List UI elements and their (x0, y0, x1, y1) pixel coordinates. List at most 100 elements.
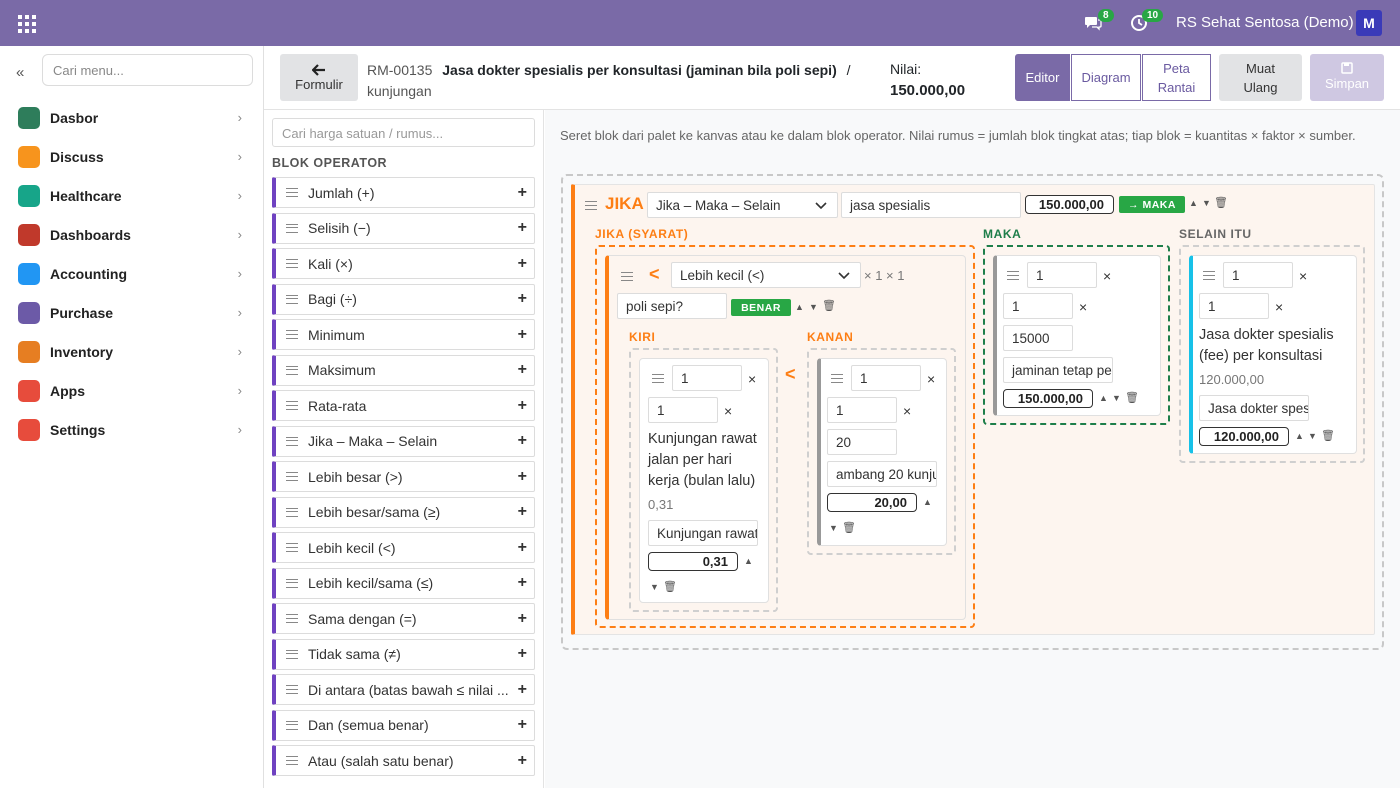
add-block-icon[interactable]: + (517, 538, 527, 556)
if-type-select[interactable]: Jika – Maka – Selain (647, 192, 838, 218)
if-note-input[interactable]: jasa spesialis (841, 192, 1021, 218)
add-block-icon[interactable]: + (517, 183, 527, 201)
add-block-icon[interactable]: + (517, 361, 527, 378)
left-operand-dropzone[interactable]: 1 × 1 × Kunjungan rawat jalan per hari k… (629, 348, 778, 612)
drag-handle-icon[interactable] (286, 436, 298, 446)
left-factor-input[interactable]: 1 (648, 397, 718, 423)
drag-handle-icon[interactable] (1203, 271, 1215, 280)
drag-handle-icon[interactable] (831, 374, 843, 383)
palette-block-item[interactable]: Jumlah (+) + (272, 177, 535, 208)
palette-block-item[interactable]: Atau (salah satu benar) + (272, 745, 535, 776)
sidebar-item[interactable]: Dasbor › (0, 98, 264, 137)
app-menu-icon[interactable] (18, 15, 36, 33)
add-block-icon[interactable]: + (517, 574, 527, 591)
if-block[interactable]: JIKA Jika – Maka – Selain jasa spesialis… (571, 184, 1375, 635)
right-note-input[interactable]: ambang 20 kunjungan (827, 461, 937, 487)
drag-handle-icon[interactable] (286, 543, 298, 552)
move-down-icon[interactable]: ▼ (650, 582, 659, 592)
delete-icon[interactable]: 🗑 (1321, 430, 1335, 442)
delete-icon[interactable]: 🗑 (1214, 197, 1228, 209)
palette-block-item[interactable]: Di antara (batas bawah ≤ nilai ... + (272, 674, 535, 705)
drag-handle-icon[interactable] (286, 614, 298, 623)
sidebar-item[interactable]: Purchase › (0, 293, 264, 332)
drag-handle-icon[interactable] (286, 472, 298, 481)
then-factor-input[interactable]: 1 (1003, 293, 1073, 319)
palette-block-item[interactable]: Kali (×) + (272, 248, 535, 279)
then-qty-input[interactable]: 1 (1027, 262, 1097, 288)
delete-icon[interactable]: 🗑 (842, 522, 856, 534)
drag-handle-icon[interactable] (286, 223, 298, 233)
move-down-icon[interactable]: ▼ (809, 302, 818, 312)
drag-handle-icon[interactable] (286, 259, 298, 268)
drag-handle-icon[interactable] (286, 188, 298, 197)
right-factor-input[interactable]: 1 (827, 397, 897, 423)
company-switcher[interactable]: RS Sehat Sentosa (Demo) (1176, 14, 1354, 31)
right-const-input[interactable]: 20 (827, 429, 897, 455)
drag-handle-icon[interactable] (286, 649, 298, 659)
cond-type-select[interactable]: Lebih kecil (<) (671, 262, 861, 288)
move-up-icon[interactable]: ▲ (1099, 393, 1108, 403)
else-note-input[interactable]: Jasa dokter spesialis (1199, 395, 1309, 421)
sidebar-item[interactable]: Inventory › (0, 332, 264, 371)
drag-handle-icon[interactable] (286, 401, 298, 410)
view-peta-rantai-button[interactable]: Peta Rantai (1142, 54, 1211, 101)
palette-block-item[interactable]: Bagi (÷) + (272, 283, 535, 315)
move-down-icon[interactable]: ▼ (1308, 431, 1317, 441)
view-editor-button[interactable]: Editor (1015, 54, 1070, 101)
delete-icon[interactable]: 🗑 (1125, 392, 1139, 404)
activities-button[interactable]: 10 (1130, 9, 1164, 35)
sidebar-item[interactable]: Discuss › (0, 137, 264, 176)
drag-handle-icon[interactable] (286, 578, 298, 588)
drag-handle-icon[interactable] (585, 201, 597, 210)
left-qty-input[interactable]: 1 (672, 365, 742, 391)
move-up-icon[interactable]: ▲ (795, 302, 804, 312)
add-block-icon[interactable]: + (517, 716, 527, 733)
move-down-icon[interactable]: ▼ (1202, 198, 1211, 208)
palette-block-item[interactable]: Lebih kecil (<) + (272, 532, 535, 563)
sidebar-item[interactable]: Accounting › (0, 254, 264, 293)
add-block-icon[interactable]: + (517, 432, 527, 449)
messages-button[interactable]: 8 (1084, 9, 1114, 35)
condition-dropzone[interactable]: < Lebih kecil (<) × 1 × 1 poli sepi? BEN… (595, 245, 975, 628)
editor-canvas[interactable]: JIKA Jika – Maka – Selain jasa spesialis… (561, 174, 1384, 650)
then-note-input[interactable]: jaminan tetap per (1003, 357, 1113, 383)
palette-block-item[interactable]: Rata-rata + (272, 390, 535, 421)
add-block-icon[interactable]: + (517, 503, 527, 520)
add-block-icon[interactable]: + (517, 680, 527, 698)
menu-search-input[interactable]: Cari menu... (42, 54, 253, 86)
add-block-icon[interactable]: + (517, 325, 527, 343)
then-const-input[interactable]: 15000 (1003, 325, 1073, 351)
back-to-form-button[interactable]: Formulir (280, 54, 358, 101)
drag-handle-icon[interactable] (652, 374, 664, 383)
add-block-icon[interactable]: + (517, 609, 527, 627)
drag-handle-icon[interactable] (286, 507, 298, 517)
sidebar-item[interactable]: Dashboards › (0, 215, 264, 254)
right-operand-dropzone[interactable]: 1 × 1 × 20 ambang 20 kunjungan 20,00 ▲ ▼… (807, 348, 956, 555)
add-block-icon[interactable]: + (517, 290, 527, 307)
sidebar-item[interactable]: Apps › (0, 371, 264, 410)
add-block-icon[interactable]: + (517, 254, 527, 272)
user-avatar[interactable]: M (1356, 10, 1382, 36)
else-qty-input[interactable]: 1 (1223, 262, 1293, 288)
save-button[interactable]: Simpan (1310, 54, 1384, 101)
drag-handle-icon[interactable] (621, 272, 633, 281)
less-than-block[interactable]: < Lebih kecil (<) × 1 × 1 poli sepi? BEN… (605, 255, 966, 620)
palette-search-input[interactable]: Cari harga satuan / rumus... (272, 118, 535, 147)
collapse-sidebar-icon[interactable]: « (16, 64, 25, 81)
move-up-icon[interactable]: ▲ (1295, 431, 1304, 441)
move-down-icon[interactable]: ▼ (829, 523, 838, 533)
move-up-icon[interactable]: ▲ (923, 497, 932, 507)
drag-handle-icon[interactable] (286, 756, 298, 765)
palette-block-item[interactable]: Sama dengan (=) + (272, 603, 535, 634)
add-block-icon[interactable]: + (517, 219, 527, 236)
else-source-block[interactable]: 1 × 1 × Jasa dokter spesialis (fee) per … (1189, 255, 1357, 454)
palette-block-item[interactable]: Tidak sama (≠) + (272, 638, 535, 670)
then-dropzone[interactable]: 1 × 1 × 15000 jaminan tetap per 150.000,… (983, 245, 1170, 425)
drag-handle-icon[interactable] (286, 294, 298, 304)
else-factor-input[interactable]: 1 (1199, 293, 1269, 319)
delete-icon[interactable]: 🗑 (822, 300, 836, 312)
else-dropzone[interactable]: 1 × 1 × Jasa dokter spesialis (fee) per … (1179, 245, 1365, 463)
right-constant-block[interactable]: 1 × 1 × 20 ambang 20 kunjungan 20,00 ▲ ▼… (817, 358, 947, 546)
move-down-icon[interactable]: ▼ (1112, 393, 1121, 403)
reload-button[interactable]: Muat Ulang (1219, 54, 1302, 101)
